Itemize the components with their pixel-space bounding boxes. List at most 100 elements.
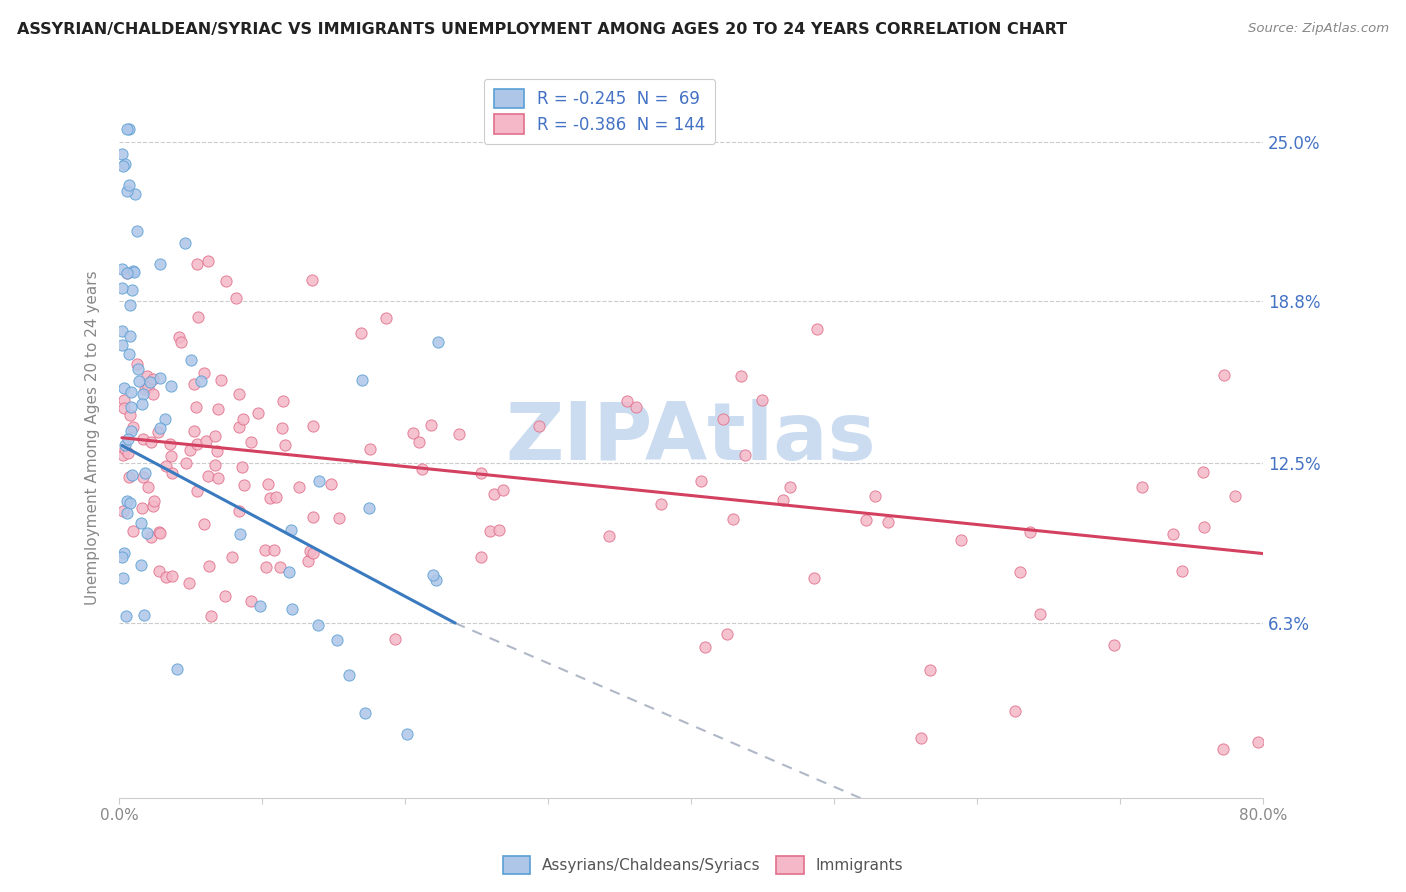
Point: [159, 449, 181, 463]
Point: [225, 291, 247, 305]
Point: [198, 559, 221, 574]
Point: [167, 329, 190, 343]
Point: [470, 467, 492, 481]
Point: [149, 257, 172, 271]
Point: [299, 544, 322, 558]
Point: [408, 434, 430, 449]
Point: [949, 533, 972, 547]
Point: [136, 525, 159, 540]
Point: [173, 235, 195, 250]
Point: [193, 517, 215, 532]
Point: [221, 549, 243, 564]
Point: [118, 122, 141, 136]
Point: [204, 428, 226, 442]
Point: [134, 608, 156, 623]
Point: [711, 411, 734, 425]
Point: [280, 523, 302, 537]
Point: [111, 338, 134, 352]
Point: [395, 727, 418, 741]
Point: [160, 466, 183, 480]
Point: [112, 546, 135, 560]
Point: [449, 426, 471, 441]
Point: [112, 571, 135, 585]
Point: [174, 456, 197, 470]
Point: [121, 524, 143, 539]
Point: [1213, 368, 1236, 382]
Point: [695, 640, 717, 654]
Point: [118, 408, 141, 422]
Point: [730, 369, 752, 384]
Point: [716, 626, 738, 640]
Point: [350, 326, 373, 341]
Text: Source: ZipAtlas.com: Source: ZipAtlas.com: [1249, 22, 1389, 36]
Point: [359, 442, 381, 456]
Point: [215, 274, 238, 288]
Point: [117, 432, 139, 446]
Point: [253, 543, 276, 558]
Point: [863, 489, 886, 503]
Point: [269, 560, 291, 574]
Point: [232, 478, 254, 492]
Point: [193, 366, 215, 380]
Point: [118, 298, 141, 312]
Point: [153, 412, 176, 426]
Point: [132, 386, 155, 401]
Point: [918, 663, 941, 677]
Point: [384, 632, 406, 646]
Point: [128, 374, 150, 388]
Point: [118, 346, 141, 360]
Point: [187, 310, 209, 324]
Point: [247, 406, 270, 420]
Point: [124, 187, 146, 202]
Point: [281, 602, 304, 616]
Point: [111, 550, 134, 565]
Text: ZIPAtlas: ZIPAtlas: [506, 399, 876, 476]
Point: [488, 524, 510, 538]
Point: [155, 570, 177, 584]
Point: [127, 224, 149, 238]
Point: [479, 524, 502, 539]
Point: [402, 426, 425, 441]
Point: [197, 468, 219, 483]
Point: [877, 515, 900, 529]
Point: [264, 491, 287, 505]
Point: [121, 419, 143, 434]
Point: [1192, 520, 1215, 534]
Point: [308, 474, 330, 488]
Point: [111, 262, 134, 277]
Point: [624, 401, 647, 415]
Point: [357, 500, 380, 515]
Point: [302, 546, 325, 560]
Point: [350, 373, 373, 387]
Point: [1029, 607, 1052, 621]
Point: [121, 283, 143, 297]
Point: [138, 480, 160, 494]
Point: [354, 706, 377, 720]
Point: [214, 589, 236, 603]
Point: [142, 387, 165, 401]
Point: [186, 437, 208, 451]
Point: [228, 387, 250, 401]
Point: [120, 496, 142, 510]
Point: [301, 510, 323, 524]
Point: [240, 594, 263, 608]
Point: [411, 462, 433, 476]
Point: [112, 393, 135, 408]
Point: [121, 263, 143, 277]
Point: [120, 385, 142, 400]
Point: [337, 668, 360, 682]
Point: [751, 392, 773, 407]
Point: [122, 265, 145, 279]
Point: [143, 494, 166, 508]
Point: [419, 418, 441, 433]
Point: [114, 438, 136, 452]
Point: [117, 446, 139, 460]
Point: [204, 458, 226, 472]
Point: [307, 617, 329, 632]
Point: [207, 401, 229, 416]
Point: [131, 397, 153, 411]
Point: [134, 466, 156, 480]
Point: [162, 569, 184, 583]
Point: [118, 329, 141, 343]
Point: [302, 419, 325, 434]
